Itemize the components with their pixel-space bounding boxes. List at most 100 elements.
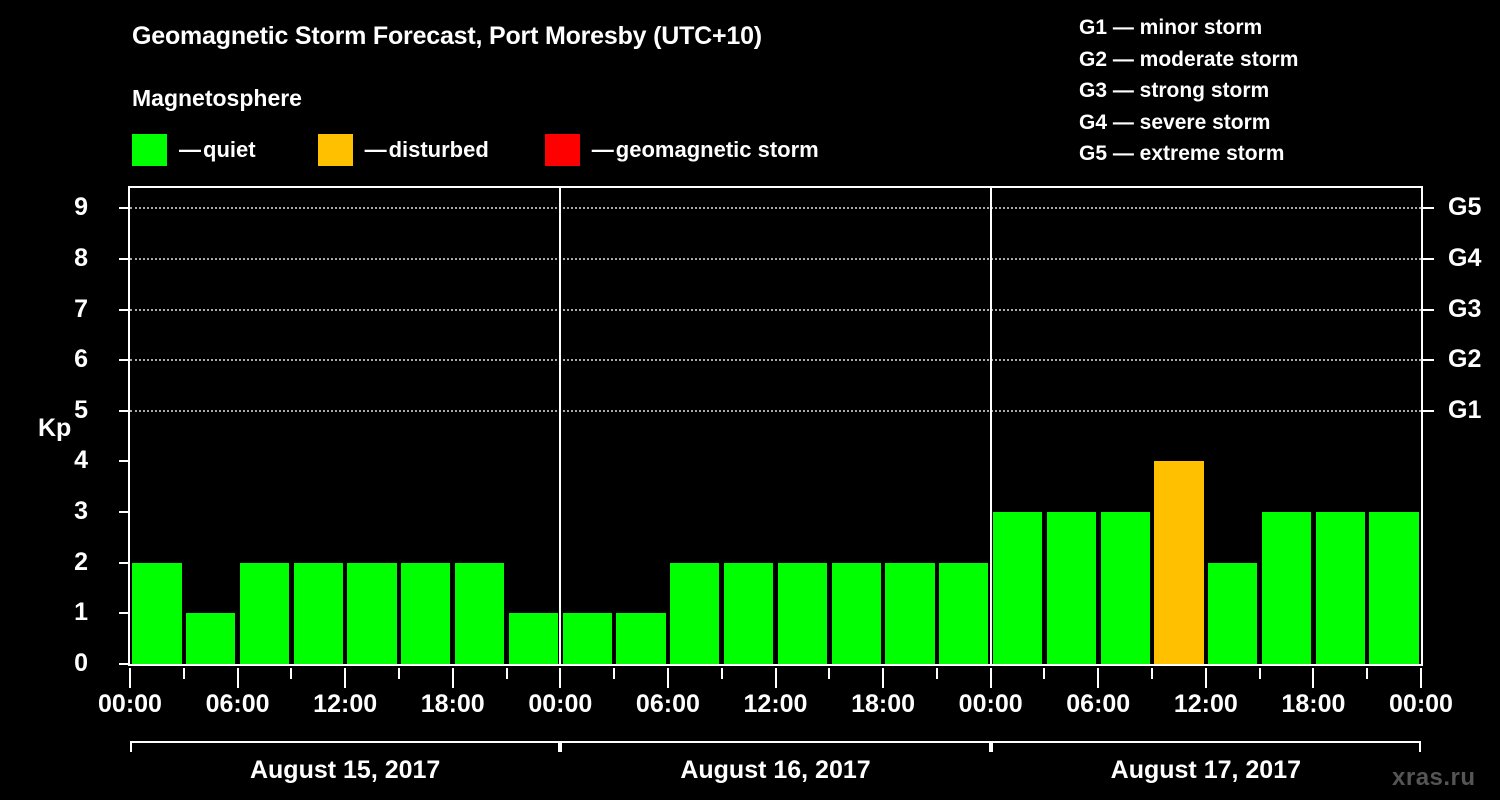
bar	[401, 562, 451, 664]
bar	[1261, 512, 1312, 664]
bar	[293, 562, 343, 664]
x-tick-label: 06:00	[635, 690, 700, 718]
date-label: August 16, 2017	[680, 756, 871, 784]
y-tick-label: 0	[74, 649, 88, 677]
x-tick-mark	[1204, 668, 1207, 688]
x-tick-mark	[559, 668, 562, 688]
legend-dash: —	[591, 137, 614, 162]
x-tick-mark	[505, 668, 508, 679]
y-tick-mark	[119, 207, 130, 210]
x-tick-label: 00:00	[98, 690, 162, 718]
y-tick-label: 6	[74, 345, 88, 374]
y-tick-label: 4	[74, 446, 88, 475]
x-tick-label: 06:00	[205, 690, 270, 718]
watermark: xras.ru	[1392, 764, 1476, 791]
g-legend-row-g5: G5 — extreme storm	[1079, 142, 1285, 165]
y-tick-mark	[119, 409, 130, 412]
x-tick-mark	[344, 668, 347, 688]
bar	[885, 562, 935, 664]
x-tick-mark	[129, 668, 131, 688]
y-tick-label: 8	[74, 243, 88, 272]
x-tick-mark	[451, 668, 454, 688]
g-tick-mark	[1423, 359, 1434, 362]
g-tick-label-g5: G5	[1448, 193, 1482, 222]
bar	[723, 562, 774, 664]
date-label: August 15, 2017	[249, 756, 441, 784]
plot-inner	[130, 188, 1421, 664]
g-tick-label-g3: G3	[1448, 294, 1482, 323]
bar	[347, 562, 397, 664]
x-tick-mark	[1258, 668, 1261, 679]
bar	[831, 562, 881, 664]
bar	[508, 613, 559, 664]
gridline	[130, 409, 1421, 412]
x-tick-label: 18:00	[851, 690, 916, 718]
legend-dash: —	[179, 137, 201, 162]
x-tick-label: 12:00	[1173, 690, 1238, 718]
y-axis-title: Kp	[38, 414, 72, 442]
y-tick-mark	[119, 561, 130, 564]
bar	[777, 562, 828, 664]
y-tick-label: 3	[74, 497, 88, 526]
x-tick-label: 12:00	[743, 690, 808, 718]
bar	[1154, 461, 1204, 664]
day-divider	[989, 188, 992, 664]
bar	[1046, 512, 1096, 664]
x-tick-mark	[666, 668, 669, 688]
x-tick-mark	[882, 668, 885, 688]
g-legend-row-g3: G3 — strong storm	[1079, 79, 1270, 102]
x-tick-label: 18:00	[1281, 690, 1346, 718]
g-tick-label-g2: G2	[1448, 345, 1482, 374]
bar	[1315, 512, 1365, 664]
legend-label-storm: geomagnetic storm	[615, 137, 819, 162]
bar	[132, 562, 182, 664]
plot-area	[128, 186, 1423, 666]
gridline	[130, 308, 1421, 311]
legend-item-storm: — geomagnetic storm	[544, 133, 819, 167]
g-legend-row-g2: G2 — moderate storm	[1079, 47, 1299, 71]
x-tick-mark	[1097, 668, 1100, 688]
legend-heading: Magnetosphere	[132, 85, 302, 111]
date-bracket	[990, 741, 1421, 752]
g-legend-row-g4: G4 — severe storm	[1079, 110, 1271, 134]
y-tick-label: 5	[74, 395, 88, 424]
x-tick-label: 12:00	[313, 690, 378, 718]
bar	[186, 613, 236, 664]
x-tick-label: 00:00	[1389, 690, 1453, 718]
y-tick-mark	[119, 612, 130, 615]
y-tick-mark	[119, 308, 130, 311]
x-tick-mark	[828, 668, 831, 679]
x-tick-mark	[397, 668, 400, 679]
x-tick-label: 00:00	[528, 690, 593, 718]
x-tick-mark	[290, 668, 293, 679]
x-tick-mark	[1043, 668, 1046, 679]
legend-swatch-disturbed-icon	[317, 134, 353, 166]
x-tick-mark	[1151, 668, 1154, 679]
day-divider	[559, 188, 562, 664]
x-tick-mark	[1420, 668, 1422, 688]
legend-swatch-storm-icon	[544, 134, 580, 166]
gridline	[130, 207, 1421, 210]
y-tick-label: 2	[74, 547, 88, 576]
g-tick-label-g1: G1	[1448, 395, 1482, 424]
y-tick-label: 1	[74, 598, 88, 627]
g-scale-legend: G1 — minor storm G2 — moderate storm G3 …	[1079, 12, 1479, 170]
bar	[670, 562, 720, 664]
bar	[562, 613, 612, 664]
y-tick-label: 7	[74, 294, 88, 323]
legend-swatch-quiet-icon	[132, 134, 167, 166]
x-tick-mark	[989, 668, 992, 688]
page-title: Geomagnetic Storm Forecast, Port Moresby…	[132, 22, 762, 50]
legend: — quiet — disturbed — geomagnetic storm	[132, 133, 819, 167]
date-bracket	[560, 741, 991, 752]
bar	[455, 562, 505, 664]
x-tick-label: 18:00	[420, 690, 485, 718]
g-tick-mark	[1423, 257, 1434, 260]
y-tick-mark	[119, 663, 130, 665]
date-bracket	[130, 741, 561, 752]
bar	[1208, 562, 1258, 664]
legend-item-disturbed: — disturbed	[317, 133, 489, 167]
bar	[616, 613, 666, 664]
g-tick-label-g4: G4	[1448, 243, 1482, 272]
bar	[1100, 512, 1150, 664]
